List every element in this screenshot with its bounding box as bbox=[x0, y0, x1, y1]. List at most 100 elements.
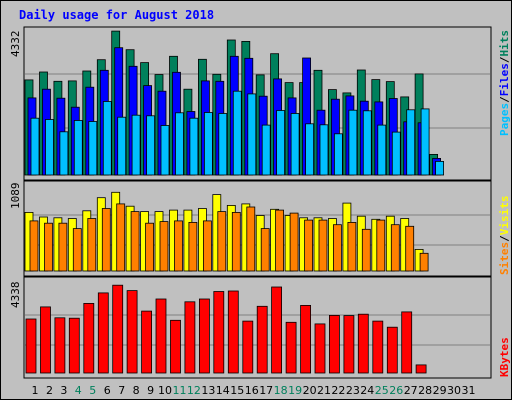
svg-text:Sites/Visits: Sites/Visits bbox=[498, 196, 511, 276]
kbytes-kbytes-bar-26 bbox=[386, 326, 398, 374]
kbytes-kbytes-bar-27 bbox=[401, 311, 413, 374]
visitors-sites-bar-2 bbox=[44, 222, 53, 272]
day-label-7: 7 bbox=[118, 384, 125, 397]
day-label-19: 19 bbox=[288, 384, 302, 397]
svg-text:Pages/Files/Hits: Pages/Files/Hits bbox=[498, 30, 511, 136]
kbytes-kbytes-bar-3 bbox=[54, 317, 66, 374]
traffic-pages-bar-18 bbox=[276, 110, 286, 176]
day-label-11: 11 bbox=[173, 384, 187, 397]
day-label-26: 26 bbox=[389, 384, 403, 397]
kbytes-kbytes-bar-22 bbox=[328, 314, 340, 374]
kbytes-kbytes-bar-11 bbox=[170, 319, 181, 374]
visitors-sites-bar-5 bbox=[87, 218, 97, 272]
traffic-pages-bar-23 bbox=[348, 109, 358, 176]
visitors-sites-bar-26 bbox=[390, 224, 400, 272]
visitors-sites-bar-7 bbox=[116, 203, 126, 272]
day-label-6: 6 bbox=[104, 384, 111, 397]
visitors-sites-bar-10 bbox=[159, 221, 169, 272]
day-label-2: 2 bbox=[46, 384, 53, 397]
chart-title: Daily usage for August 2018 bbox=[19, 8, 214, 22]
day-label-16: 16 bbox=[245, 384, 259, 397]
traffic-pages-bar-12 bbox=[189, 117, 199, 176]
traffic-pages-bar-3 bbox=[59, 131, 69, 176]
kbytes-kbytes-bar-23 bbox=[343, 315, 355, 374]
traffic-pages-bar-14 bbox=[218, 113, 228, 176]
traffic-pages-bar-16 bbox=[247, 93, 257, 176]
traffic-pages-bar-1 bbox=[30, 117, 40, 176]
kbytes-ymax-label: 4338 bbox=[9, 282, 22, 309]
visitors-sites-bar-6 bbox=[101, 208, 111, 272]
kbytes-kbytes-bar-12 bbox=[184, 301, 196, 374]
traffic-pages-bar-10 bbox=[160, 125, 170, 176]
bar-marks bbox=[24, 30, 445, 374]
day-label-23: 23 bbox=[346, 384, 360, 397]
visitors-sites-bar-28 bbox=[419, 252, 429, 272]
traffic-pages-bar-19 bbox=[290, 113, 300, 176]
traffic-pages-bar-8 bbox=[131, 114, 141, 176]
legend-files: Files bbox=[498, 63, 511, 96]
traffic-pages-bar-29 bbox=[435, 160, 445, 176]
visitors-sites-bar-24 bbox=[361, 228, 371, 272]
traffic-pages-bar-15 bbox=[232, 90, 242, 176]
legend-sep-1: / bbox=[498, 96, 511, 103]
legend-sites: Sites bbox=[498, 242, 511, 275]
visitors-sites-bar-1 bbox=[29, 220, 39, 272]
kbytes-kbytes-bar-20 bbox=[300, 304, 312, 374]
kbytes-kbytes-bar-25 bbox=[372, 320, 384, 374]
kbytes-kbytes-bar-9 bbox=[141, 310, 153, 374]
visitors-sites-bar-14 bbox=[217, 211, 227, 272]
day-label-9: 9 bbox=[147, 384, 154, 397]
traffic-pages-bar-11 bbox=[175, 112, 184, 176]
day-label-17: 17 bbox=[259, 384, 273, 397]
kbytes-kbytes-bar-17 bbox=[256, 305, 268, 374]
traffic-pages-bar-20 bbox=[305, 123, 315, 176]
day-label-30: 30 bbox=[447, 384, 461, 397]
day-label-27: 27 bbox=[404, 384, 418, 397]
legend-visits: Visits bbox=[498, 196, 511, 236]
visitors-sites-bar-19 bbox=[289, 212, 299, 272]
day-label-5: 5 bbox=[89, 384, 96, 397]
visitors-ymax-label: 1089 bbox=[9, 183, 22, 210]
legend-sep-3: / bbox=[498, 235, 511, 242]
kbytes-kbytes-bar-2 bbox=[40, 306, 51, 374]
day-label-18: 18 bbox=[274, 384, 288, 397]
kbytes-kbytes-bar-8 bbox=[126, 290, 138, 374]
kbytes-kbytes-bar-21 bbox=[314, 323, 326, 374]
visitors-sites-bar-20 bbox=[304, 219, 314, 272]
day-label-29: 29 bbox=[433, 384, 447, 397]
visitors-sites-bar-27 bbox=[405, 225, 415, 272]
traffic-pages-bar-17 bbox=[261, 124, 271, 176]
day-label-24: 24 bbox=[360, 384, 374, 397]
day-label-13: 13 bbox=[201, 384, 215, 397]
day-label-1: 1 bbox=[32, 384, 39, 397]
kbytes-kbytes-bar-6 bbox=[97, 292, 109, 374]
traffic-pages-bar-6 bbox=[102, 101, 112, 176]
visitors-sites-bar-12 bbox=[188, 221, 198, 272]
visitors-sites-bar-25 bbox=[376, 219, 386, 272]
kbytes-kbytes-bar-10 bbox=[155, 298, 167, 374]
legend-hits: Hits bbox=[498, 30, 511, 57]
kbytes-kbytes-bar-4 bbox=[68, 317, 80, 374]
traffic-pages-bar-25 bbox=[377, 124, 387, 176]
kbytes-kbytes-bar-15 bbox=[227, 290, 239, 374]
day-label-21: 21 bbox=[317, 384, 331, 397]
kbytes-kbytes-bar-5 bbox=[83, 302, 95, 374]
legend-sep-2: / bbox=[498, 56, 511, 63]
kbytes-kbytes-bar-1 bbox=[25, 318, 37, 374]
day-label-25: 25 bbox=[375, 384, 389, 397]
visitors-sites-bar-11 bbox=[174, 220, 183, 272]
kbytes-kbytes-bar-24 bbox=[357, 313, 369, 374]
day-label-10: 10 bbox=[158, 384, 172, 397]
traffic-pages-bar-21 bbox=[319, 124, 329, 176]
svg-text:KBytes: KBytes bbox=[498, 337, 511, 377]
traffic-pages-bar-28 bbox=[420, 108, 430, 176]
traffic-pages-bar-26 bbox=[391, 131, 401, 176]
visitors-sites-bar-23 bbox=[347, 221, 357, 272]
visitors-sites-bar-4 bbox=[72, 228, 82, 272]
day-label-14: 14 bbox=[216, 384, 230, 397]
traffic-pages-bar-4 bbox=[73, 120, 83, 176]
kbytes-kbytes-bar-14 bbox=[213, 291, 225, 374]
kbytes-kbytes-bar-16 bbox=[242, 320, 254, 374]
